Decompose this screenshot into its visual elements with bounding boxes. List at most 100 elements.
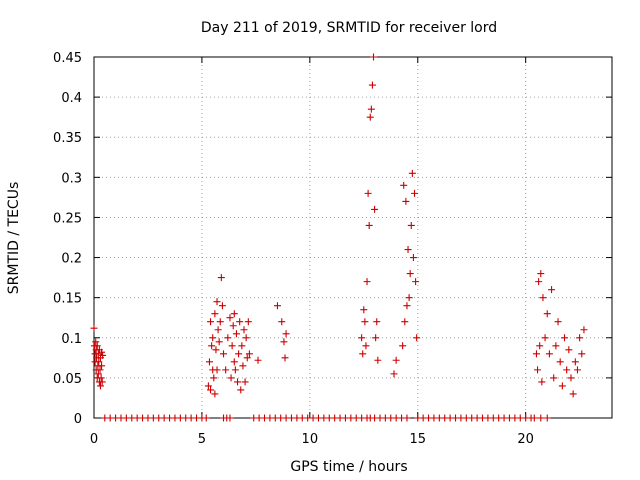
- y-tick-label: 0.15: [53, 292, 82, 307]
- y-axis-label: SRMTID / TECUs: [6, 182, 22, 295]
- data-point: [366, 113, 374, 121]
- plot-area-border: [93, 56, 613, 419]
- data-point: [99, 351, 107, 359]
- data-point: [227, 374, 235, 382]
- y-tick-label: 0.2: [61, 252, 82, 267]
- data-points: [90, 53, 588, 422]
- x-axis-label: GPS time / hours: [290, 459, 407, 475]
- data-point: [537, 414, 545, 422]
- data-point: [406, 270, 414, 278]
- data-point: [213, 366, 221, 374]
- data-point: [548, 286, 556, 294]
- data-point: [536, 342, 544, 350]
- data-point: [359, 350, 367, 358]
- data-point: [224, 334, 232, 342]
- data-point: [96, 382, 104, 390]
- data-point: [537, 270, 545, 278]
- data-point: [405, 294, 413, 302]
- data-point: [374, 356, 382, 364]
- data-point: [538, 378, 546, 386]
- data-point: [558, 382, 566, 390]
- data-point: [238, 342, 246, 350]
- data-point: [220, 350, 227, 358]
- data-point: [278, 318, 286, 326]
- data-point: [215, 338, 223, 346]
- data-point: [239, 362, 247, 370]
- y-tick-labels: 0 0.05 0.1 0.15 0.2 0.25 0.3 0.35 0.4 0.45: [53, 51, 82, 427]
- data-point: [569, 390, 577, 398]
- data-point: [363, 278, 371, 286]
- data-point: [230, 310, 238, 318]
- data-point: [98, 348, 106, 356]
- data-point: [208, 342, 216, 350]
- data-point: [578, 350, 586, 358]
- data-point: [211, 390, 219, 398]
- data-point: [240, 326, 248, 334]
- data-point: [408, 169, 416, 177]
- data-point: [539, 294, 547, 302]
- data-point: [95, 358, 103, 366]
- data-point: [216, 318, 224, 326]
- data-point: [407, 221, 415, 229]
- x-tick-label: 20: [517, 432, 534, 447]
- data-point: [403, 414, 411, 422]
- data-point: [409, 254, 417, 262]
- data-point: [273, 302, 281, 310]
- data-point: [229, 322, 237, 330]
- y-tick-label: 0.1: [61, 332, 82, 347]
- data-point: [207, 318, 215, 326]
- data-point: [390, 370, 398, 378]
- data-point: [567, 374, 575, 382]
- data-point: [370, 53, 378, 61]
- data-point: [90, 324, 98, 332]
- data-point: [535, 278, 543, 286]
- data-point: [571, 358, 579, 366]
- y-tick-label: 0.4: [61, 91, 82, 106]
- data-point: [96, 366, 104, 374]
- data-point: [94, 350, 102, 358]
- data-point: [282, 330, 290, 338]
- data-point: [401, 318, 409, 326]
- data-point: [93, 342, 101, 350]
- data-point: [280, 338, 288, 346]
- data-point: [364, 189, 372, 197]
- data-point: [212, 346, 220, 354]
- data-point: [550, 374, 558, 382]
- data-point: [230, 358, 238, 366]
- data-point: [563, 366, 571, 374]
- x-tick-label: 0: [90, 432, 98, 447]
- data-point: [372, 334, 380, 342]
- data-point: [92, 338, 100, 346]
- data-point: [554, 318, 562, 326]
- data-point: [576, 334, 584, 342]
- data-point: [214, 326, 222, 334]
- data-point: [207, 386, 215, 394]
- y-tick-label: 0.05: [53, 372, 82, 387]
- data-point: [210, 374, 218, 382]
- data-point: [365, 221, 373, 229]
- data-point: [217, 274, 225, 282]
- data-point: [244, 318, 252, 326]
- y-tick-label: 0.25: [53, 211, 82, 226]
- data-point: [543, 310, 551, 318]
- data-point: [543, 414, 551, 422]
- data-point: [556, 358, 564, 366]
- data-point: [204, 382, 212, 390]
- axis-ticks: [93, 56, 612, 419]
- data-point: [373, 318, 381, 326]
- data-point: [94, 370, 102, 378]
- data-point: [561, 334, 569, 342]
- data-point: [218, 302, 226, 310]
- data-point: [281, 354, 289, 362]
- data-point: [237, 386, 245, 394]
- data-point: [360, 306, 368, 314]
- data-point: [228, 342, 236, 350]
- data-point: [209, 334, 217, 342]
- data-point: [235, 350, 243, 358]
- data-point: [226, 314, 234, 322]
- data-point: [580, 326, 588, 334]
- data-point: [411, 189, 419, 197]
- data-point: [205, 358, 213, 366]
- data-point: [98, 378, 106, 386]
